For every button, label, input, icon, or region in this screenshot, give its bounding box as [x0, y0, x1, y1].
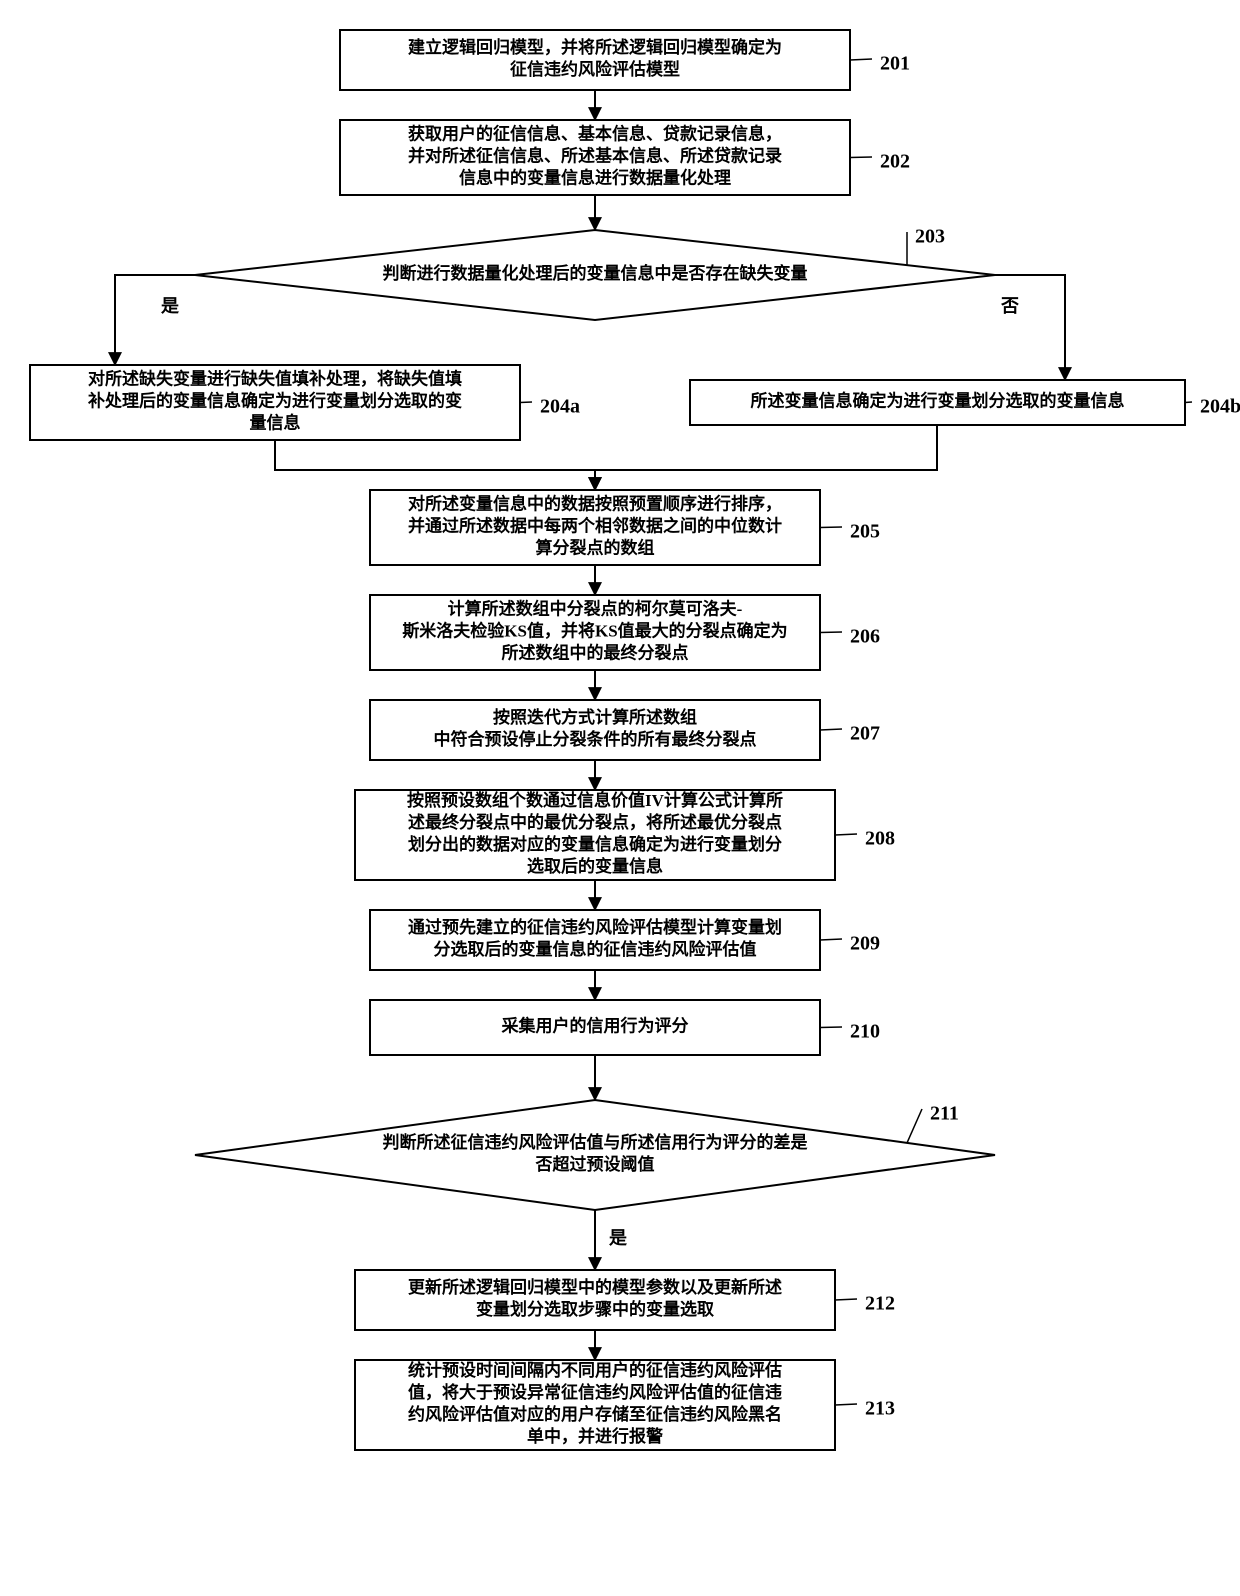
- edge-n204b-n205: [595, 425, 937, 490]
- leader-212: [835, 1299, 857, 1300]
- edge-n204a-n205: [275, 440, 595, 490]
- node-201: 建立逻辑回归模型，并将所述逻辑回归模型确定为征信违约风险评估模型: [340, 30, 850, 90]
- node-207: 按照迭代方式计算所述数组中符合预设停止分裂条件的所有最终分裂点: [370, 700, 820, 760]
- leader-201: [850, 59, 872, 60]
- leader-211: [907, 1109, 922, 1143]
- edge-n203-n204a: [115, 275, 195, 365]
- step-label-204b: 204b: [1200, 396, 1240, 418]
- step-label-206: 206: [850, 626, 880, 648]
- leader-206: [820, 632, 842, 633]
- node-213: 统计预设时间间隔内不同用户的征信违约风险评估值，将大于预设异常征信违约风险评估值…: [355, 1360, 835, 1450]
- step-label-213: 213: [865, 1398, 895, 1420]
- step-label-209: 209: [850, 933, 880, 955]
- edge-label-n203-n204b: 否: [1000, 296, 1019, 316]
- leader-205: [820, 527, 842, 528]
- node-204a: 对所述缺失变量进行缺失值填补处理，将缺失值填补处理后的变量信息确定为进行变量划分…: [30, 365, 520, 440]
- node-204b: 所述变量信息确定为进行变量划分选取的变量信息: [690, 380, 1185, 425]
- node-212: 更新所述逻辑回归模型中的模型参数以及更新所述变量划分选取步骤中的变量选取: [355, 1270, 835, 1330]
- leader-208: [835, 834, 857, 835]
- leader-207: [820, 729, 842, 730]
- step-label-205: 205: [850, 521, 880, 543]
- step-label-212: 212: [865, 1293, 895, 1315]
- svg-text:判断进行数据量化处理后的变量信息中是否存在缺失变量: 判断进行数据量化处理后的变量信息中是否存在缺失变量: [383, 263, 808, 283]
- node-210: 采集用户的信用行为评分: [370, 1000, 820, 1055]
- step-label-202: 202: [880, 151, 910, 173]
- node-211: 判断所述征信违约风险评估值与所述信用行为评分的差是否超过预设阈值: [195, 1100, 995, 1210]
- leader-213: [835, 1404, 857, 1405]
- node-203: 判断进行数据量化处理后的变量信息中是否存在缺失变量: [195, 230, 995, 320]
- step-label-201: 201: [880, 53, 910, 75]
- step-label-210: 210: [850, 1021, 880, 1043]
- leader-210: [820, 1027, 842, 1028]
- svg-text:所述变量信息确定为进行变量划分选取的变量信息: 所述变量信息确定为进行变量划分选取的变量信息: [751, 390, 1125, 410]
- leader-209: [820, 939, 842, 940]
- leader-202: [850, 157, 872, 158]
- leader-204b: [1185, 402, 1192, 403]
- svg-text:采集用户的信用行为评分: 采集用户的信用行为评分: [501, 1015, 689, 1035]
- flowchart-svg: 是否是建立逻辑回归模型，并将所述逻辑回归模型确定为征信违约风险评估模型201获取…: [0, 0, 1240, 1596]
- node-208: 按照预设数组个数通过信息价值IV计算公式计算所述最终分裂点中的最优分裂点，将所述…: [355, 790, 835, 880]
- step-label-204a: 204a: [540, 396, 580, 418]
- edge-label-n211-n212: 是: [608, 1228, 627, 1248]
- node-202: 获取用户的征信信息、基本信息、贷款记录信息，并对所述征信信息、所述基本信息、所述…: [340, 120, 850, 195]
- edge-n203-n204b: [995, 275, 1065, 380]
- step-label-207: 207: [850, 723, 880, 745]
- step-label-211: 211: [930, 1103, 959, 1125]
- leader-204a: [520, 402, 532, 403]
- edge-label-n203-n204a: 是: [160, 296, 179, 316]
- node-205: 对所述变量信息中的数据按照预置顺序进行排序，并通过所述数据中每两个相邻数据之间的…: [370, 490, 820, 565]
- step-label-208: 208: [865, 828, 895, 850]
- node-209: 通过预先建立的征信违约风险评估模型计算变量划分选取后的变量信息的征信违约风险评估…: [370, 910, 820, 970]
- node-206: 计算所述数组中分裂点的柯尔莫可洛夫-斯米洛夫检验KS值，并将KS值最大的分裂点确…: [370, 595, 820, 670]
- svg-text:获取用户的征信信息、基本信息、贷款记录信息，并对所述征信信息: 获取用户的征信信息、基本信息、贷款记录信息，并对所述征信信息、所述基本信息、所述…: [408, 123, 782, 187]
- step-label-203: 203: [915, 226, 945, 248]
